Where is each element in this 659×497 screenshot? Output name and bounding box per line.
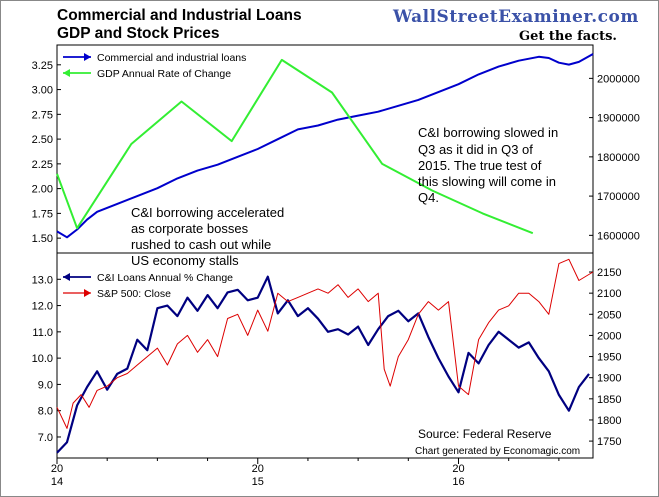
series-ci-pct-change-line — [56, 275, 590, 454]
series-ci-loans-line — [56, 53, 594, 239]
annotation-right-line5: Q4. — [418, 190, 439, 205]
y-left-tick-label: 2.25 — [32, 159, 53, 171]
y-right-tick-label: 1800 — [597, 415, 621, 427]
y-left-tick-label: 2.75 — [32, 109, 53, 121]
chart-title-line2: GDP and Stock Prices — [57, 25, 220, 42]
annotation-right: C&I borrowing slowed in Q3 as it did in … — [418, 125, 558, 205]
source-note: Source: Federal Reserve — [418, 427, 552, 441]
plot-frame — [56, 44, 594, 459]
legend-bottom: C&I Loans Annual % Change S&P 500: Close — [63, 272, 233, 300]
y-left-tick-label: 9.0 — [38, 379, 53, 391]
y-left-tick-label: 10.0 — [32, 353, 53, 365]
legend-sp500-label: S&P 500: Close — [97, 288, 171, 300]
y-right-tick-label: 2100 — [597, 288, 621, 300]
y-right-tick-label: 1900 — [597, 373, 621, 385]
annotation-left: C&I borrowing accelerated as corporate b… — [131, 205, 284, 268]
y-left-tick-label: 1.50 — [32, 233, 53, 245]
x-tick-label-bottom: 15 — [252, 476, 264, 488]
y-right-tick-label: 1600000 — [597, 230, 640, 242]
y-right-tick-label: 2000000 — [597, 73, 640, 85]
y-right-tick-label: 2150 — [597, 267, 621, 279]
x-tick-label-bottom: 14 — [51, 476, 63, 488]
y-left-tick-label: 7.0 — [38, 432, 53, 444]
y-right-tick-label: 1800000 — [597, 152, 640, 164]
annotation-right-line4: this slowing will come in — [418, 174, 556, 189]
series-layer — [56, 53, 594, 454]
brand-name: WallStreetExaminer.com — [392, 7, 639, 27]
y-left-tick-label: 11.0 — [32, 327, 53, 339]
y-left-tick-label: 3.25 — [32, 60, 53, 72]
generated-note: Chart generated by Economagic.com — [415, 446, 580, 457]
series-gdp-line — [56, 58, 534, 235]
legend-loans-label: Commercial and industrial loans — [97, 52, 246, 64]
y-left-tick-label: 3.00 — [32, 85, 53, 97]
y-left-tick-label: 12.0 — [32, 301, 53, 313]
x-tick-label-bottom: 16 — [452, 476, 464, 488]
y-right-tick-label: 2000 — [597, 330, 621, 342]
legend-top: Commercial and industrial loans GDP Annu… — [63, 52, 246, 80]
annotation-left-line1: C&I borrowing accelerated — [131, 205, 284, 220]
series-sp500-line — [56, 258, 594, 429]
y-right-tick-label: 1850 — [597, 394, 621, 406]
y-left-tick-label: 8.0 — [38, 406, 53, 418]
x-tick-label-top: 20 — [252, 463, 264, 475]
y-left-tick-label: 13.0 — [32, 274, 53, 286]
annotation-left-line3: rushed to cash out while — [131, 237, 271, 252]
y-right-tick-label: 1700000 — [597, 191, 640, 203]
annotation-right-line2: Q3 as it did in Q3 of — [418, 142, 533, 157]
x-tick-label-top: 20 — [51, 463, 63, 475]
y-left-tick-label: 2.50 — [32, 134, 53, 146]
annotation-right-line3: 2015. The true test of — [418, 158, 542, 173]
legend-gdp-label: GDP Annual Rate of Change — [97, 68, 231, 80]
y-right-tick-label: 1950 — [597, 352, 621, 364]
x-tick-label-top: 20 — [452, 463, 464, 475]
annotation-left-line2: as corporate bosses — [131, 221, 249, 236]
annotation-left-line4: US economy stalls — [131, 253, 239, 268]
legend-loans-arrow-icon — [84, 53, 91, 61]
legend-ci-pct-label: C&I Loans Annual % Change — [97, 272, 233, 284]
legend-gdp-arrow-icon — [63, 69, 70, 77]
y-right-tick-label: 2050 — [597, 309, 621, 321]
legend-ci-pct-arrow-icon — [63, 273, 70, 281]
brand-tagline: Get the facts. — [519, 29, 617, 44]
y-right-tick-label: 1750 — [597, 436, 621, 448]
annotation-right-line1: C&I borrowing slowed in — [418, 125, 558, 140]
axes-layer: 2014201520163.253.002.752.502.252.001.75… — [32, 60, 640, 488]
y-left-tick-label: 1.75 — [32, 208, 53, 220]
legend-sp500-arrow-icon — [84, 289, 91, 297]
y-right-tick-label: 1900000 — [597, 113, 640, 125]
y-left-tick-label: 2.00 — [32, 184, 53, 196]
chart-title-line1: Commercial and Industrial Loans — [57, 7, 302, 24]
